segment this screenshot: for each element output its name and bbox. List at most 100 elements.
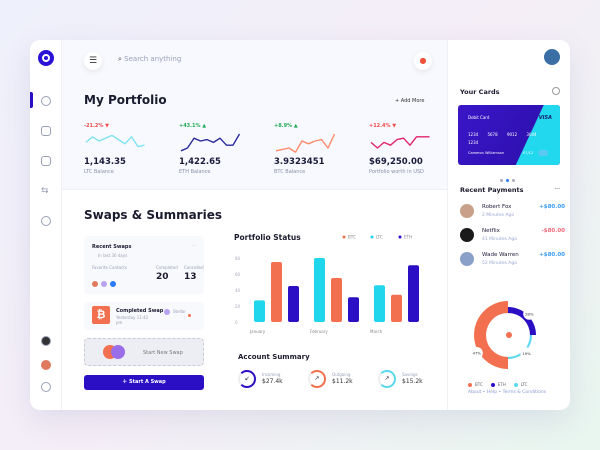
portfolio-status-chart: BTC LTC ETH 80 60 40 20 0 January February March: [235, 235, 419, 334]
start-new-swap-card[interactable]: Start New Swap: [84, 338, 204, 366]
sparkline: [275, 133, 336, 153]
add-more-link[interactable]: + Add More: [395, 98, 425, 104]
completed-swap-card[interactable]: ₿ Completed Swap Yesterday 11:42 pm Stel…: [84, 302, 204, 330]
favorite-contacts[interactable]: [92, 273, 119, 292]
donut-center-icon: [506, 332, 512, 338]
sparkline: [180, 133, 241, 152]
cancelled-count: 13: [184, 272, 197, 282]
notification-icon[interactable]: [41, 336, 51, 346]
user-avatar[interactable]: [544, 49, 560, 65]
donut-segment-ETH: [508, 307, 536, 335]
card-expiry: 07/12: [523, 151, 534, 155]
portfolio-section: My Portfolio + Add More -21.2% ▼ 1,143.3…: [62, 85, 447, 190]
x-tick: January: [249, 329, 266, 334]
swap-to-icon: [111, 345, 125, 359]
coin-2[interactable]: +8.9% ▲ 3.9323451 BTC Balance: [274, 123, 364, 175]
profile-avatar[interactable]: [41, 360, 51, 370]
coin-3[interactable]: +12.4% ▼ $69,250.00 Portfolio worth in U…: [369, 123, 459, 175]
swap-user: Stellar: [164, 309, 186, 315]
balance-label: LTC Balance: [84, 169, 114, 175]
arrow-down-icon: ▼: [105, 123, 110, 129]
sparkline-line: [85, 134, 145, 148]
payment-item[interactable]: Robert Fox 2 Minutes Ago +$80.00: [460, 204, 565, 224]
bar-LTC-February: [314, 258, 325, 322]
payment-avatar: [460, 204, 474, 218]
recent-swaps-title: Recent Swaps: [92, 244, 132, 250]
card-number: 1234 5678 9012 3044: [468, 132, 537, 137]
account-outgoing[interactable]: ↗ Outgoing $11.2k: [308, 370, 373, 392]
arrow-down-icon: ▼: [392, 123, 397, 129]
y-tick: 40: [235, 288, 241, 293]
payment-item[interactable]: Wade Warren 52 Minutes Ago +$80.00: [460, 252, 565, 272]
allocation-donut-chart: 47% 28% 19%: [470, 301, 536, 369]
balance-value: 1,422.65: [179, 157, 221, 167]
payment-amount: +$80.00: [539, 204, 565, 210]
start-new-swap-label: Start New Swap: [143, 350, 183, 356]
dashboard-icon[interactable]: [41, 96, 51, 106]
swaps-title: Swaps & Summaries: [84, 208, 222, 222]
payment-time: 41 Minutes Ago: [482, 237, 517, 242]
payments-more-button[interactable]: ...: [554, 184, 560, 191]
idea-icon[interactable]: [41, 216, 51, 226]
y-tick: 20: [235, 304, 241, 309]
bar-ETH-January: [288, 286, 299, 322]
visa-logo: VISA: [538, 115, 552, 121]
contacts-label: Favorite Contacts: [92, 265, 127, 270]
account-savings[interactable]: ↗ Savings $15.2k: [378, 370, 443, 392]
payment-name: Wade Warren: [482, 252, 519, 258]
add-card-icon[interactable]: [552, 87, 560, 95]
y-tick: 60: [235, 272, 241, 277]
svg-text:LTC: LTC: [376, 235, 383, 240]
bar-LTC-March: [374, 285, 385, 322]
donut-label-LTC: 19%: [520, 347, 533, 360]
donut-label-BTC: 47%: [470, 347, 483, 359]
card-pagination[interactable]: [500, 170, 518, 189]
change-label: -21.2% ▼: [84, 123, 110, 129]
logo[interactable]: [38, 50, 54, 66]
more-button[interactable]: ...: [192, 242, 196, 247]
balance-label: BTC Balance: [274, 169, 306, 175]
card-chip-icon: [538, 150, 548, 156]
legend-BTC: BTC: [468, 382, 483, 387]
donut-legend: BTC ETH LTC: [468, 371, 535, 390]
main: ☰ ⌕ Search anything ● My Portfolio + Add…: [62, 40, 447, 410]
coin-0[interactable]: -21.2% ▼ 1,143.35 LTC Balance: [84, 123, 174, 175]
notification-bell-icon[interactable]: ●: [414, 52, 432, 70]
menu-toggle-icon[interactable]: ☰: [84, 52, 102, 70]
sparkline-line: [180, 133, 241, 152]
app-window: ⇆ ☰ ⌕ Search anything ● My Portfolio + A…: [30, 40, 570, 410]
payment-avatar: [460, 252, 474, 266]
right-panel: Your Cards Debit Card VISA 1234 5678 901…: [447, 40, 570, 410]
search-icon: ⌕: [118, 55, 125, 63]
bar-LTC-January: [254, 300, 265, 322]
wallet-icon[interactable]: [41, 126, 51, 136]
y-tick: 80: [235, 256, 241, 261]
x-tick: February: [310, 329, 328, 334]
card-sub-number: 1234: [468, 140, 479, 145]
account-value: $27.4k: [262, 378, 283, 385]
help-link[interactable]: Help: [486, 390, 498, 395]
add-user-icon[interactable]: [41, 382, 51, 392]
search-input[interactable]: ⌕ Search anything: [118, 55, 182, 63]
messages-icon[interactable]: [41, 156, 51, 166]
terms-link[interactable]: Terms & Conditions: [502, 390, 547, 395]
svg-text:47%: 47%: [473, 351, 482, 356]
sparkline: [85, 134, 145, 148]
balance-label: ETH Balance: [179, 169, 211, 175]
svg-text:BTC: BTC: [348, 235, 356, 240]
about-link[interactable]: About: [468, 390, 482, 395]
debit-card[interactable]: Debit Card VISA 1234 5678 9012 3044 1234…: [458, 105, 560, 165]
portfolio-title: My Portfolio: [84, 93, 167, 107]
start-swap-button[interactable]: ＋ Start A Swap: [84, 375, 204, 390]
card-type: Debit Card: [468, 115, 490, 120]
account-incoming[interactable]: ↙ Incoming $27.4k: [238, 370, 303, 392]
swap-icon[interactable]: ⇆: [41, 186, 49, 196]
payment-amount: -$80.00: [541, 228, 565, 234]
header: ☰ ⌕ Search anything ●: [62, 40, 447, 85]
payment-name: Robert Fox: [482, 204, 512, 210]
account-label: Savings: [402, 372, 418, 377]
payment-amount: +$80.00: [539, 252, 565, 258]
coin-1[interactable]: +43.1% ▲ 1,422.65 ETH Balance: [179, 123, 269, 175]
payment-item[interactable]: Netflix 41 Minutes Ago -$80.00: [460, 228, 565, 248]
bar-ETH-March: [408, 265, 419, 322]
